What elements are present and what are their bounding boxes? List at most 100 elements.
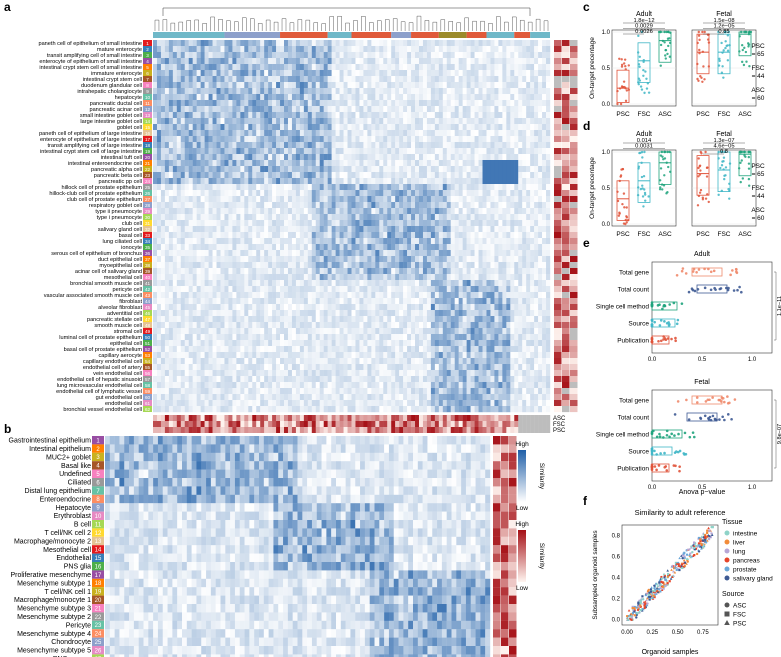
heatmap-cell [256, 298, 261, 305]
heatmap-cell [228, 244, 233, 251]
heatmap-cell [172, 160, 178, 167]
heatmap-cell [458, 160, 463, 167]
heatmap-cell [307, 214, 312, 221]
heatmap-cell [514, 94, 519, 101]
heatmap-cell [216, 70, 221, 77]
heatmap-cell [343, 328, 348, 335]
heatmap-cell [450, 256, 455, 263]
heatmap-cell [319, 70, 324, 77]
heatmap-cell [319, 118, 324, 125]
heatmap-cell [307, 100, 312, 107]
heatmap-cell [418, 70, 424, 77]
heatmap-cell [383, 100, 388, 107]
heatmap-cell [160, 190, 166, 197]
heatmap-cell [184, 64, 189, 71]
dendrogram-branch [504, 21, 509, 31]
heatmap-cell [474, 274, 479, 281]
heatmap-cell [502, 310, 507, 317]
heatmap-cell [411, 262, 416, 269]
heatmap-cell [311, 154, 316, 161]
heatmap-cell [268, 244, 273, 251]
heatmap-cell [438, 172, 444, 179]
heatmap-cell [315, 310, 320, 317]
heatmap-cell [176, 232, 181, 239]
heatmap-cell [272, 196, 277, 203]
heatmap-cell [542, 274, 547, 281]
heatmap-cell [303, 100, 309, 107]
heatmap-cell [518, 238, 523, 245]
heatmap-cell [434, 316, 440, 323]
heatmap-cell [264, 142, 269, 149]
heatmap-cell [260, 166, 265, 173]
heatmap-cell [276, 148, 281, 155]
heatmap-cell [351, 322, 356, 329]
heatmap-cell [426, 76, 432, 83]
dendrogram-branch [480, 20, 485, 31]
heatmap-cell [422, 322, 428, 329]
heatmap-cell [399, 46, 404, 53]
heatmap-cell [530, 178, 535, 185]
heatmap-cell [383, 40, 388, 47]
heatmap-cell [442, 70, 447, 77]
heatmap-cell [478, 190, 483, 197]
heatmap-cell [208, 292, 213, 299]
heatmap-cell [538, 202, 543, 209]
heatmap-cell [196, 88, 201, 95]
heatmap-cell [399, 136, 404, 143]
heatmap-cell [403, 124, 408, 131]
heatmap-cell [411, 100, 416, 107]
heatmap-cell [291, 238, 297, 245]
heatmap-cell [534, 226, 539, 233]
heatmap-cell [184, 40, 189, 47]
heatmap-cell [172, 232, 178, 239]
heatmap-cell [184, 244, 189, 251]
heatmap-cell [335, 280, 340, 287]
heatmap-cell [331, 136, 336, 143]
heatmap-cell [287, 220, 293, 227]
heatmap-cell [315, 142, 320, 149]
heatmap-cell [422, 238, 428, 245]
heatmap-cell [295, 106, 301, 113]
heatmap-cell [172, 76, 178, 83]
heatmap-cell [415, 304, 420, 311]
heatmap-cell [224, 52, 229, 59]
heatmap-cell [422, 40, 428, 47]
heatmap-cell [272, 166, 277, 173]
heatmap-cell [383, 58, 388, 65]
heatmap-cell [307, 88, 312, 95]
heatmap-cell [454, 136, 459, 143]
heatmap-cell [490, 40, 495, 47]
heatmap-cell [446, 286, 451, 293]
heatmap-cell [248, 250, 253, 257]
heatmap-cell [176, 238, 181, 245]
heatmap-cell [224, 154, 229, 161]
heatmap-cell [458, 148, 463, 155]
heatmap-cell [339, 52, 344, 59]
heatmap-cell [224, 172, 229, 179]
heatmap-cell [156, 280, 162, 287]
heatmap-cell [502, 292, 507, 299]
heatmap-cell [458, 280, 463, 287]
heatmap-cell [311, 232, 316, 239]
heatmap-cell [208, 130, 213, 137]
heatmap-cell [426, 82, 432, 89]
heatmap-cell [454, 208, 459, 215]
heatmap-cell [327, 40, 332, 47]
heatmap-cell [287, 208, 293, 215]
heatmap-cell [426, 118, 432, 125]
heatmap-cell [379, 286, 384, 293]
heatmap-cell [438, 220, 444, 227]
heatmap-cell [538, 328, 543, 335]
heatmap-cell [184, 148, 189, 155]
heatmap-cell [303, 220, 309, 227]
dendrogram-branch [472, 20, 477, 31]
heatmap-cell [415, 70, 420, 77]
heatmap-cell [371, 190, 376, 197]
heatmap-cell [387, 76, 392, 83]
heatmap-cell [160, 94, 166, 101]
heatmap-cell [415, 250, 420, 257]
heatmap-cell [268, 304, 273, 311]
heatmap-cell [454, 166, 459, 173]
heatmap-cell [494, 190, 499, 197]
heatmap-cell [371, 130, 376, 137]
